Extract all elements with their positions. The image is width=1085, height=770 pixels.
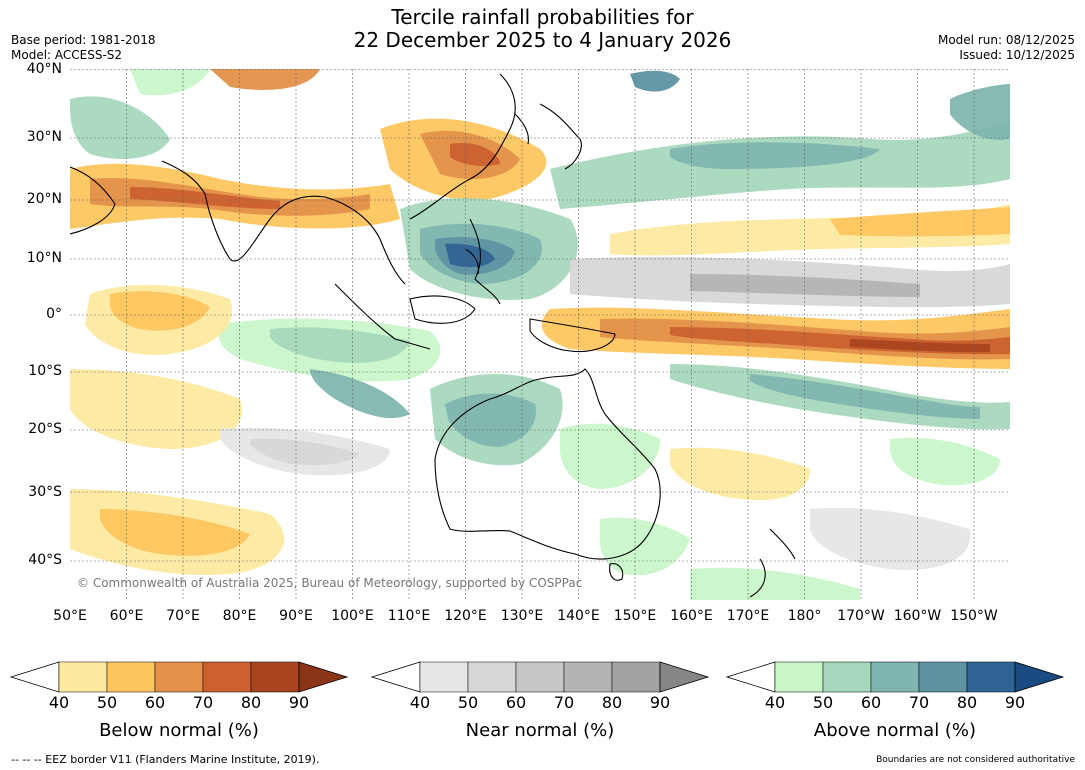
lon-tick: 170°E <box>726 608 770 624</box>
rainfall-probability-map: © Commonwealth of Australia 2025, Bureau… <box>69 69 1010 600</box>
lon-tick: 160°W <box>893 608 942 624</box>
lon-tick: 90°E <box>279 608 313 624</box>
lon-tick: 100°E <box>331 608 374 624</box>
model-run-label: Model run: 08/12/2025 <box>937 33 1075 47</box>
colorbar-tick: 60 <box>144 693 166 712</box>
above-normal-colorbar <box>725 661 1065 693</box>
colorbar-tick: 90 <box>649 693 671 712</box>
below-normal-colorbar <box>9 661 349 693</box>
coastlines <box>69 73 796 598</box>
colorbar-tick: 80 <box>240 693 262 712</box>
colorbar-segment <box>611 661 661 693</box>
lat-tick: 10°N <box>26 250 62 266</box>
colorbar-tick: 40 <box>764 693 786 712</box>
lon-tick: 80°E <box>222 608 257 624</box>
lat-tick: 40°N <box>26 61 62 77</box>
near-normal-colorbar <box>370 661 710 693</box>
colorbar-tick: 90 <box>288 693 310 712</box>
colorbar-segment <box>966 661 1016 693</box>
lon-tick: 170°W <box>837 608 885 624</box>
lat-tick: 0° <box>46 306 62 322</box>
lat-tick: 20°N <box>26 191 62 207</box>
colorbar-tick: 70 <box>908 693 930 712</box>
lon-tick: 150°E <box>613 608 657 624</box>
colorbar-segment <box>918 661 968 693</box>
eez-border-note: -- -- -- EEZ border V11 (Flanders Marine… <box>11 753 320 766</box>
colorbar-segment <box>202 661 252 693</box>
colorbar-segment <box>250 661 300 693</box>
colorbar-tick: 40 <box>48 693 70 712</box>
copyright-text: © Commonwealth of Australia 2025, Bureau… <box>77 576 583 590</box>
colorbar-tick: 60 <box>860 693 882 712</box>
colorbar-tick: 40 <box>409 693 431 712</box>
map-title-line1: Tercile rainfall probabilities for <box>391 5 694 29</box>
lon-tick: 50°E <box>53 608 87 624</box>
issued-label: Issued: 10/12/2025 <box>959 48 1075 62</box>
colorbar-tick: 80 <box>601 693 623 712</box>
below-normal-title: Below normal (%) <box>99 720 259 741</box>
base-period-label: Base period: 1981-2018 <box>11 33 156 47</box>
colorbar-extend-arrow <box>298 661 349 693</box>
colorbar-tick: 80 <box>956 693 978 712</box>
lon-tick: 110°E <box>387 608 431 624</box>
colorbar-tick: 50 <box>812 693 834 712</box>
colorbar-segment <box>467 661 517 693</box>
lon-tick: 130°E <box>500 608 544 624</box>
colorbar-segment <box>870 661 920 693</box>
lon-tick: 140°E <box>557 608 600 624</box>
lat-tick: 30°S <box>28 484 62 500</box>
lon-tick: 150°W <box>950 608 998 624</box>
colorbar-extend-arrow <box>659 661 710 693</box>
map-title-line2: 22 December 2025 to 4 January 2026 <box>353 28 732 52</box>
lat-tick: 30°N <box>26 129 62 145</box>
lon-tick: 180° <box>787 608 822 624</box>
probability-shading <box>70 69 1010 600</box>
model-label: Model: ACCESS-S2 <box>11 48 123 62</box>
colorbar-segment <box>515 661 565 693</box>
colorbar-tick: 50 <box>457 693 479 712</box>
colorbar-tick: 90 <box>1004 693 1026 712</box>
colorbar-tick: 70 <box>192 693 214 712</box>
lon-tick: 120°E <box>444 608 487 624</box>
lon-tick: 60°E <box>109 608 144 624</box>
lat-tick: 20°S <box>28 421 62 437</box>
graticule <box>70 69 1010 600</box>
colorbar-tick: 50 <box>96 693 118 712</box>
colorbar-segment <box>822 661 872 693</box>
colorbar-segment <box>563 661 613 693</box>
colorbar-segment <box>774 661 824 693</box>
colorbar-segment <box>419 661 469 693</box>
lat-tick: 40°S <box>28 552 62 568</box>
colorbar-segment <box>154 661 204 693</box>
near-normal-title: Near normal (%) <box>465 720 615 741</box>
colorbar-tick: 60 <box>505 693 527 712</box>
map-canvas <box>69 69 1010 600</box>
lon-tick: 70°E <box>166 608 200 624</box>
colorbar-segment <box>58 661 108 693</box>
colorbar-segment <box>106 661 156 693</box>
lat-tick: 10°S <box>28 363 62 379</box>
boundaries-disclaimer: Boundaries are not considered authoritat… <box>876 755 1075 765</box>
colorbars <box>9 661 1065 693</box>
lon-tick: 160°E <box>670 608 713 624</box>
colorbar-extend-arrow <box>1014 661 1065 693</box>
above-normal-title: Above normal (%) <box>813 720 977 741</box>
colorbar-tick: 70 <box>553 693 575 712</box>
